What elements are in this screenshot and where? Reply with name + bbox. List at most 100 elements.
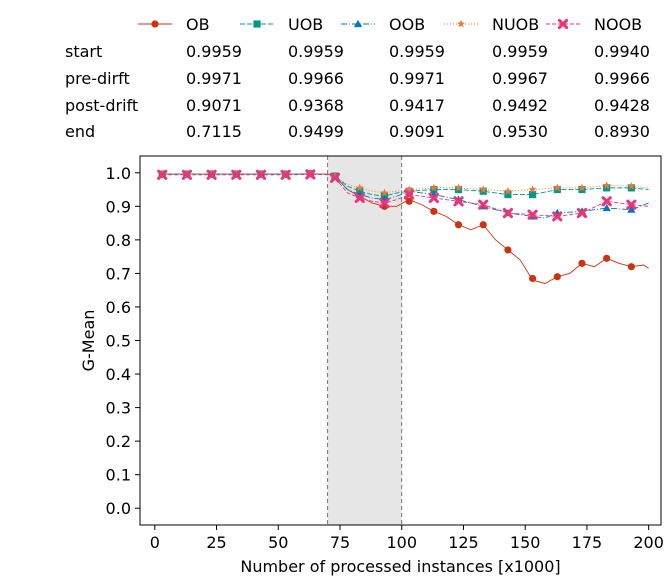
series-point-uob bbox=[504, 190, 512, 199]
series-noob bbox=[157, 169, 649, 222]
legend-label-uob: UOB bbox=[288, 15, 323, 34]
table-cell-noob: 0.9940 bbox=[594, 42, 650, 61]
y-tick-label: 0.5 bbox=[106, 332, 131, 351]
series-point-noob bbox=[280, 169, 291, 180]
legend-item-oob: OOB bbox=[341, 15, 425, 34]
series-line-ob bbox=[162, 173, 649, 284]
series-point-ob bbox=[454, 221, 463, 229]
series-point-nuob bbox=[454, 183, 463, 192]
series-point-noob bbox=[552, 211, 563, 222]
x-tick-label: 0 bbox=[150, 533, 160, 552]
series-point-ob bbox=[627, 263, 635, 271]
legend-item-nuob: NUOB bbox=[444, 15, 539, 34]
y-axis-label: G-Mean bbox=[79, 310, 98, 372]
y-tick-label: 0.7 bbox=[106, 264, 131, 283]
x-tick-label: 125 bbox=[448, 533, 479, 552]
series-point-ob bbox=[603, 254, 611, 262]
table-cell-noob: 0.9966 bbox=[594, 69, 650, 88]
table-cell-ob: 0.7115 bbox=[186, 122, 242, 141]
y-axis: 0.0 0.1 0.2 0.3 0.4 0.5 0.6 0.7 0.8 0.9 1.0 bbox=[106, 164, 140, 518]
series-point-noob bbox=[255, 169, 267, 180]
series-point-noob bbox=[379, 197, 390, 209]
series-point-nuob bbox=[355, 183, 364, 192]
series-point-uob bbox=[603, 184, 611, 192]
series-point-oob bbox=[627, 205, 636, 213]
legend-item-ob: OB bbox=[138, 15, 210, 34]
x-tick-label: 75 bbox=[330, 533, 350, 552]
table-cell-nuob: 0.9959 bbox=[492, 42, 548, 61]
legend-label-oob: OOB bbox=[389, 15, 425, 34]
table-cell-ob: 0.9959 bbox=[186, 42, 242, 61]
legend-label-nuob: NUOB bbox=[492, 15, 539, 34]
y-tick-label: 0.8 bbox=[106, 231, 131, 250]
legend-label-noob: NOOB bbox=[594, 15, 642, 34]
series-point-ob bbox=[430, 207, 438, 215]
table-cell-oob: 0.9417 bbox=[389, 96, 445, 115]
series-point-noob bbox=[453, 196, 464, 207]
series-point-noob bbox=[527, 209, 538, 220]
table-cell-oob: 0.9091 bbox=[389, 122, 445, 141]
series-ob bbox=[158, 170, 649, 284]
x-tick-label: 25 bbox=[206, 533, 226, 552]
series-point-noob bbox=[206, 169, 217, 180]
table-row-label: pre-dirft bbox=[65, 69, 130, 88]
table-cell-uob: 0.9966 bbox=[288, 69, 344, 88]
series-point-noob bbox=[478, 199, 489, 210]
series-point-nuob bbox=[553, 183, 562, 192]
legend-marker-nuob bbox=[456, 19, 466, 28]
series-point-oob bbox=[602, 203, 611, 212]
series-point-nuob bbox=[479, 185, 488, 194]
series-point-nuob bbox=[380, 188, 389, 197]
table-row-label: start bbox=[65, 42, 102, 61]
table-cell-nuob: 0.9492 bbox=[492, 96, 548, 115]
series-point-noob bbox=[428, 192, 439, 204]
x-tick-label: 175 bbox=[572, 533, 603, 552]
table-cell-oob: 0.9971 bbox=[389, 69, 445, 88]
series-point-uob bbox=[529, 190, 537, 199]
legend-marker-noob bbox=[557, 18, 569, 30]
series-point-ob bbox=[479, 221, 487, 229]
y-tick-label: 0.9 bbox=[106, 197, 131, 216]
x-axis: 0 25 50 75 100 125 150 175 200 bbox=[150, 525, 664, 552]
series-point-nuob bbox=[503, 186, 513, 195]
legend-label-ob: OB bbox=[186, 15, 210, 34]
series-layer bbox=[157, 169, 649, 284]
legend: OB UOB OOB NUOB NOOB bbox=[138, 15, 642, 34]
y-tick-label: 0.0 bbox=[106, 499, 131, 518]
series-point-noob bbox=[626, 199, 637, 210]
table-cell-uob: 0.9368 bbox=[288, 96, 344, 115]
summary-table: start 0.9959 0.9959 0.9959 0.9959 0.9940 pre-d… bbox=[65, 42, 650, 141]
series-line-noob bbox=[162, 173, 649, 217]
plot-area: 0 25 50 75 100 125 150 175 200 0.00.10.20.30.40.… bbox=[79, 155, 664, 576]
legend-marker-uob bbox=[253, 20, 261, 28]
series-point-nuob bbox=[627, 181, 636, 190]
table-cell-uob: 0.9499 bbox=[288, 122, 344, 141]
x-tick-label: 50 bbox=[268, 533, 288, 552]
y-tick-label: 0.6 bbox=[106, 298, 131, 317]
series-point-noob bbox=[404, 189, 415, 200]
drift-region bbox=[327, 156, 402, 525]
table-cell-nuob: 0.9967 bbox=[492, 69, 548, 88]
table-cell-noob: 0.8930 bbox=[594, 122, 650, 141]
y-tick-label: 0.4 bbox=[106, 365, 131, 384]
x-tick-label: 150 bbox=[510, 533, 541, 552]
series-oob bbox=[158, 169, 649, 220]
y-tick-label: 0.3 bbox=[106, 399, 131, 418]
y-tick-label: 1.0 bbox=[106, 164, 131, 183]
table-cell-oob: 0.9959 bbox=[389, 42, 445, 61]
series-point-noob bbox=[354, 192, 365, 204]
series-point-ob bbox=[553, 273, 561, 281]
table-row-label: post-drift bbox=[65, 96, 138, 115]
series-point-nuob bbox=[429, 183, 438, 192]
series-point-noob bbox=[502, 207, 514, 219]
series-point-noob bbox=[601, 196, 612, 207]
y-tick-label: 0.1 bbox=[106, 466, 131, 485]
table-cell-nuob: 0.9530 bbox=[492, 122, 548, 141]
series-point-nuob bbox=[405, 185, 414, 194]
series-point-nuob bbox=[602, 181, 611, 190]
y-tick-label: 0.2 bbox=[106, 432, 131, 451]
legend-item-noob: NOOB bbox=[546, 15, 642, 34]
series-point-noob bbox=[576, 207, 588, 219]
x-axis-label: Number of processed instances [x1000] bbox=[240, 557, 560, 576]
